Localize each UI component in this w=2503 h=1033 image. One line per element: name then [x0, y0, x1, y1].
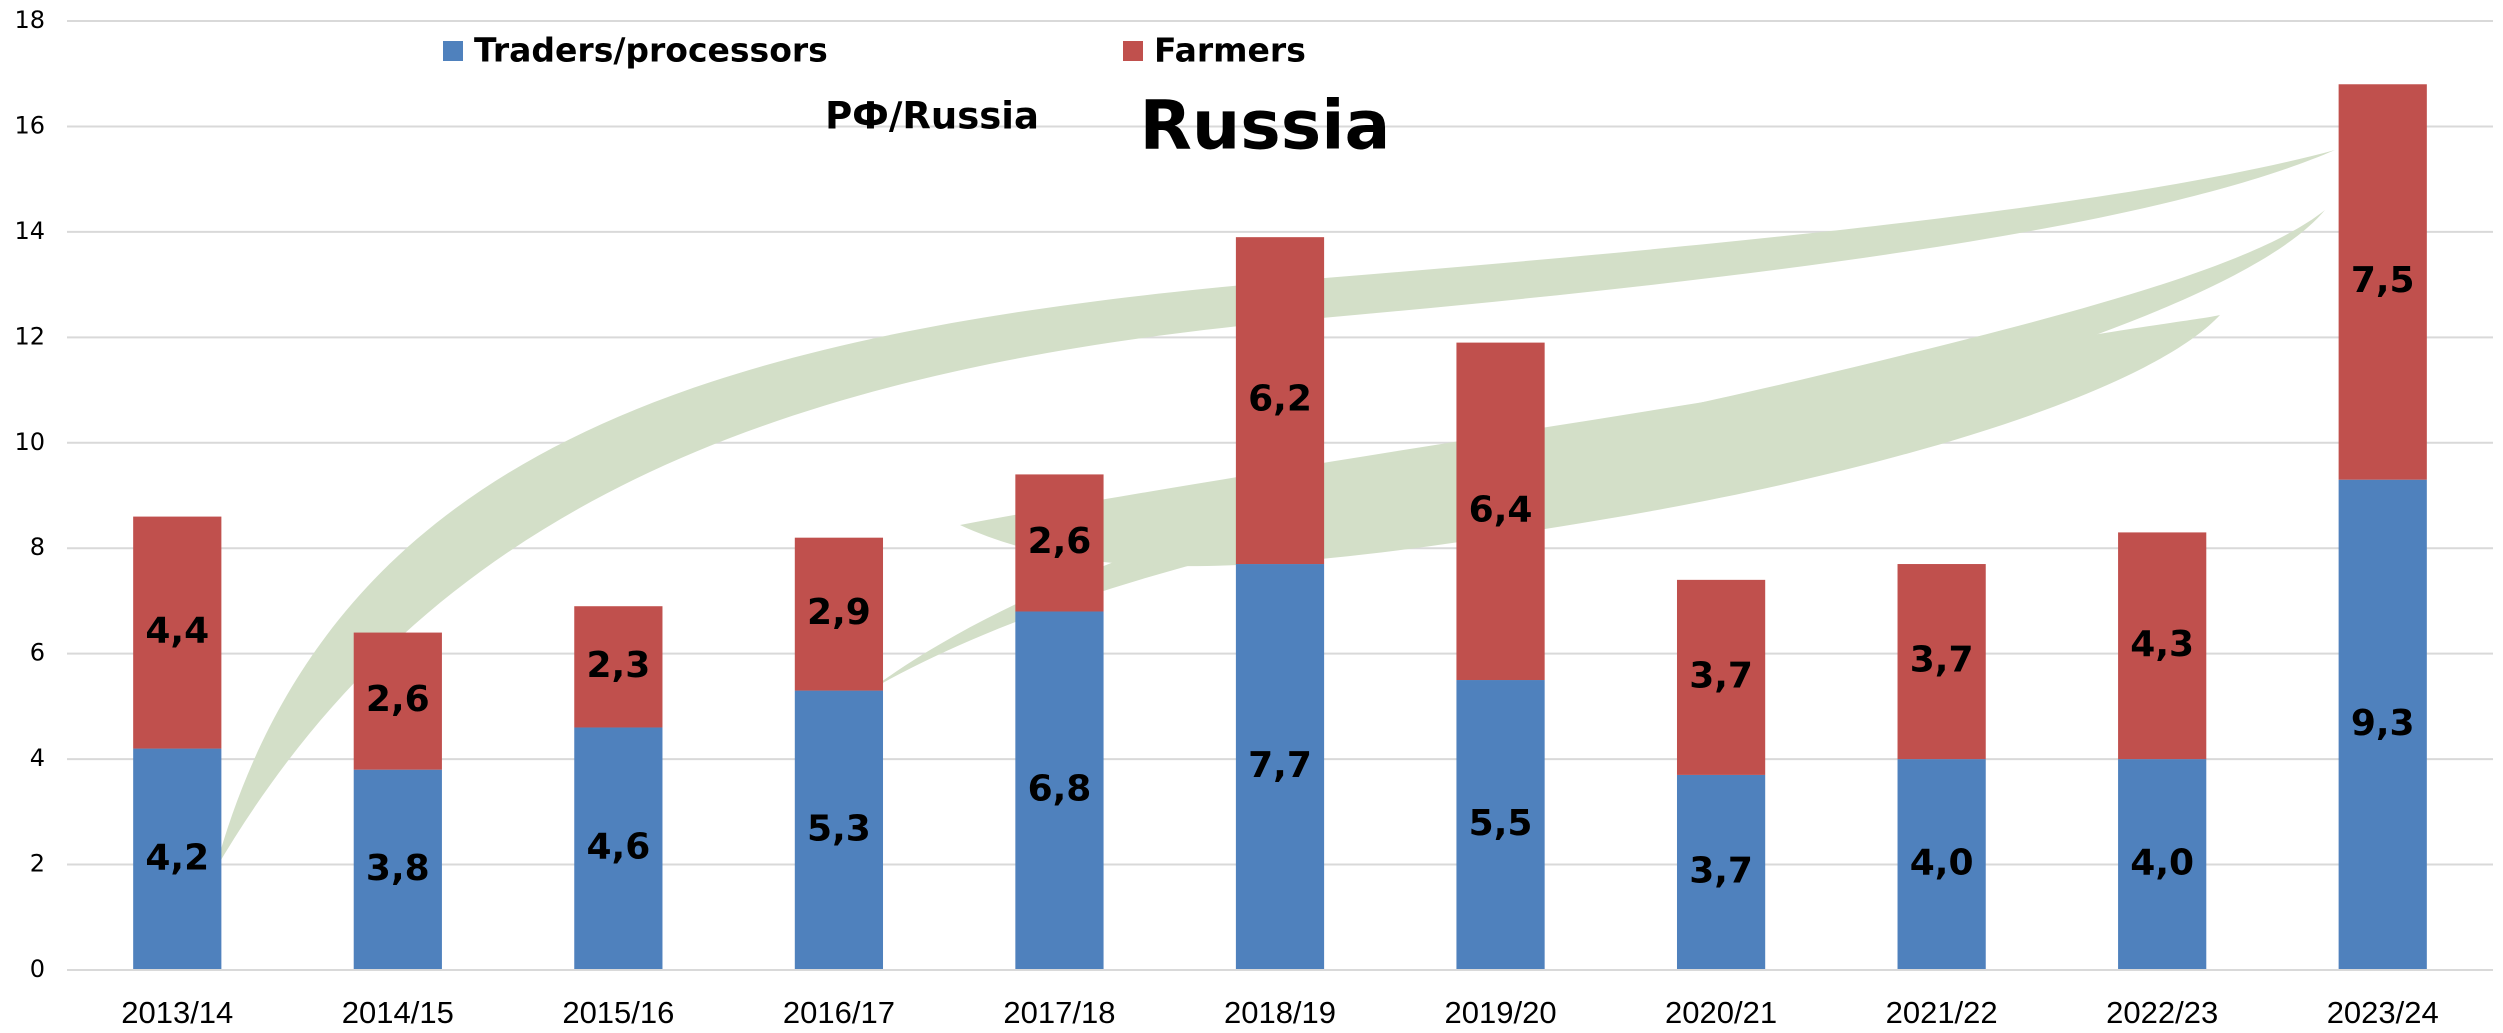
data-label: 4,0 [1910, 843, 1974, 884]
data-label: 9,3 [2351, 703, 2415, 744]
data-label: 3,8 [366, 848, 430, 889]
y-tick-label: 10 [14, 428, 45, 456]
data-label: 6,8 [1028, 769, 1092, 810]
x-tick-label: 2014/15 [342, 995, 454, 1030]
data-label: 4,4 [145, 611, 209, 652]
data-label: 2,3 [586, 645, 650, 686]
x-tick-label: 2017/18 [1003, 995, 1115, 1030]
bar-segment [133, 516, 222, 749]
bar-segment [353, 769, 442, 970]
y-tick-label: 14 [14, 217, 45, 245]
data-label: 4,2 [145, 837, 209, 878]
x-tick-label: 2021/22 [1886, 995, 1998, 1030]
bar-segment [574, 606, 663, 728]
x-tick-label: 2015/16 [562, 995, 674, 1030]
data-label: 4,6 [586, 827, 650, 868]
bar-segment [1015, 611, 1104, 970]
bar-segment [574, 727, 663, 970]
bar-segment [2118, 759, 2207, 970]
x-tick-label: 2022/23 [2106, 995, 2218, 1030]
x-tick-label: 2019/20 [1445, 995, 1557, 1030]
bar-segment [1676, 774, 1766, 970]
legend-label: Traders/processors [474, 31, 828, 70]
data-label: 5,3 [807, 808, 871, 849]
bar-segment [794, 537, 884, 691]
x-tick-label: 2018/19 [1224, 995, 1336, 1030]
data-label: 4,3 [2130, 624, 2194, 665]
data-label: 3,7 [1689, 655, 1753, 696]
y-tick-label: 18 [14, 6, 45, 34]
bar-segment [1015, 474, 1104, 612]
legend-swatch [1123, 41, 1143, 61]
data-label: 4,0 [2130, 843, 2194, 884]
data-label: 3,7 [1689, 850, 1753, 891]
bar-segment [1235, 564, 1325, 970]
bar-segment [353, 632, 442, 770]
y-tick-label: 6 [30, 639, 45, 667]
data-label: 7,5 [2351, 260, 2415, 301]
bar-segment [1676, 579, 1766, 775]
bar-segment [1456, 680, 1545, 970]
y-tick-label: 8 [30, 533, 45, 561]
annotation: РФ/Russia [825, 95, 1039, 138]
bar-segment [794, 690, 884, 970]
bar-segment [1456, 342, 1545, 681]
bar-segment [1897, 564, 1986, 760]
bar-segment [2338, 479, 2427, 970]
data-label: 2,6 [1028, 521, 1092, 562]
y-tick-label: 0 [30, 955, 45, 983]
bar-segment [133, 748, 222, 970]
data-label: 5,5 [1469, 803, 1533, 844]
annotation: Russia [1140, 87, 1391, 166]
bar-segment [2118, 532, 2207, 760]
x-tick-label: 2013/14 [121, 995, 233, 1030]
data-label: 7,7 [1248, 745, 1312, 786]
x-tick-label: 2020/21 [1665, 995, 1777, 1030]
bar-segment [1897, 759, 1986, 970]
bar-segment [1235, 237, 1325, 565]
x-tick-label: 2016/17 [783, 995, 895, 1030]
y-tick-label: 4 [30, 744, 45, 772]
data-label: 2,9 [807, 592, 871, 633]
legend-swatch [443, 41, 463, 61]
legend-label: Farmers [1154, 31, 1306, 70]
x-tick-label: 2023/24 [2327, 995, 2439, 1030]
data-label: 6,4 [1469, 489, 1533, 530]
y-tick-label: 12 [14, 322, 45, 350]
y-tick-label: 16 [14, 111, 45, 139]
data-label: 6,2 [1248, 379, 1312, 420]
data-label: 2,6 [366, 679, 430, 720]
bar-segment [2338, 84, 2427, 480]
data-label: 3,7 [1910, 640, 1974, 681]
y-tick-label: 2 [30, 850, 45, 878]
